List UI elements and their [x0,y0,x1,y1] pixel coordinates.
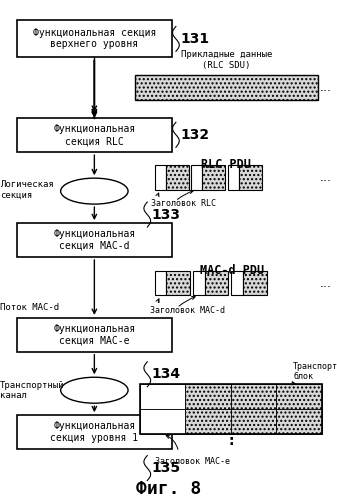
Bar [276,384,322,409]
Text: Прикладные данные
(RLC SDU): Прикладные данные (RLC SDU) [181,50,272,69]
Text: 135: 135 [152,461,181,475]
Text: :: : [228,434,234,448]
Text: Логическая
секция: Логическая секция [0,180,54,199]
Text: Транспортный
канал: Транспортный канал [0,381,64,400]
Bar [228,165,239,190]
Text: Заголовок RLC: Заголовок RLC [151,199,216,208]
Bar [243,271,267,295]
Bar [193,271,205,295]
Text: Функциональная
секция RLC: Функциональная секция RLC [53,124,135,146]
Ellipse shape [61,377,128,403]
Text: Заголовок MAC-d: Заголовок MAC-d [150,306,224,315]
Text: Фиг. 8: Фиг. 8 [136,480,201,498]
Bar [17,20,172,57]
Ellipse shape [61,178,128,204]
Bar [205,271,228,295]
Bar [191,165,202,190]
Bar [231,271,243,295]
Bar [140,384,185,409]
Bar [140,384,322,434]
Text: Функциональная секция
верхнего уровня: Функциональная секция верхнего уровня [33,28,156,49]
Bar [135,75,318,100]
Bar [166,271,190,295]
Text: ...: ... [319,277,331,290]
Bar [239,165,262,190]
Bar [185,384,231,409]
Bar [17,318,172,352]
Text: MAC-d PDU: MAC-d PDU [201,264,265,277]
Text: Поток MAC-d: Поток MAC-d [0,303,59,312]
Text: Функциональная
секция MAC-d: Функциональная секция MAC-d [53,229,135,251]
Text: Транспортный
блок: Транспортный блок [293,362,337,381]
Bar [166,165,189,190]
Bar [231,384,276,409]
Bar [276,409,322,434]
Bar [185,409,231,434]
Text: 131: 131 [180,32,209,46]
Text: 133: 133 [152,208,181,222]
Bar [155,271,166,295]
Bar [17,415,172,449]
Bar [231,409,276,434]
Text: ...: ... [319,171,331,184]
Text: 132: 132 [180,128,209,142]
Text: RLC PDU: RLC PDU [201,158,251,171]
Text: Функциональная
секция уровня 1: Функциональная секция уровня 1 [50,421,139,443]
Text: Функциональная
секция MAC-e: Функциональная секция MAC-e [53,324,135,346]
Bar [17,118,172,152]
Bar [140,409,185,434]
Text: ...: ... [319,81,331,94]
Bar [17,223,172,257]
Text: Заголовок MAC-e: Заголовок MAC-e [155,457,229,466]
Bar [155,165,166,190]
Text: 134: 134 [152,367,181,381]
Bar [202,165,225,190]
